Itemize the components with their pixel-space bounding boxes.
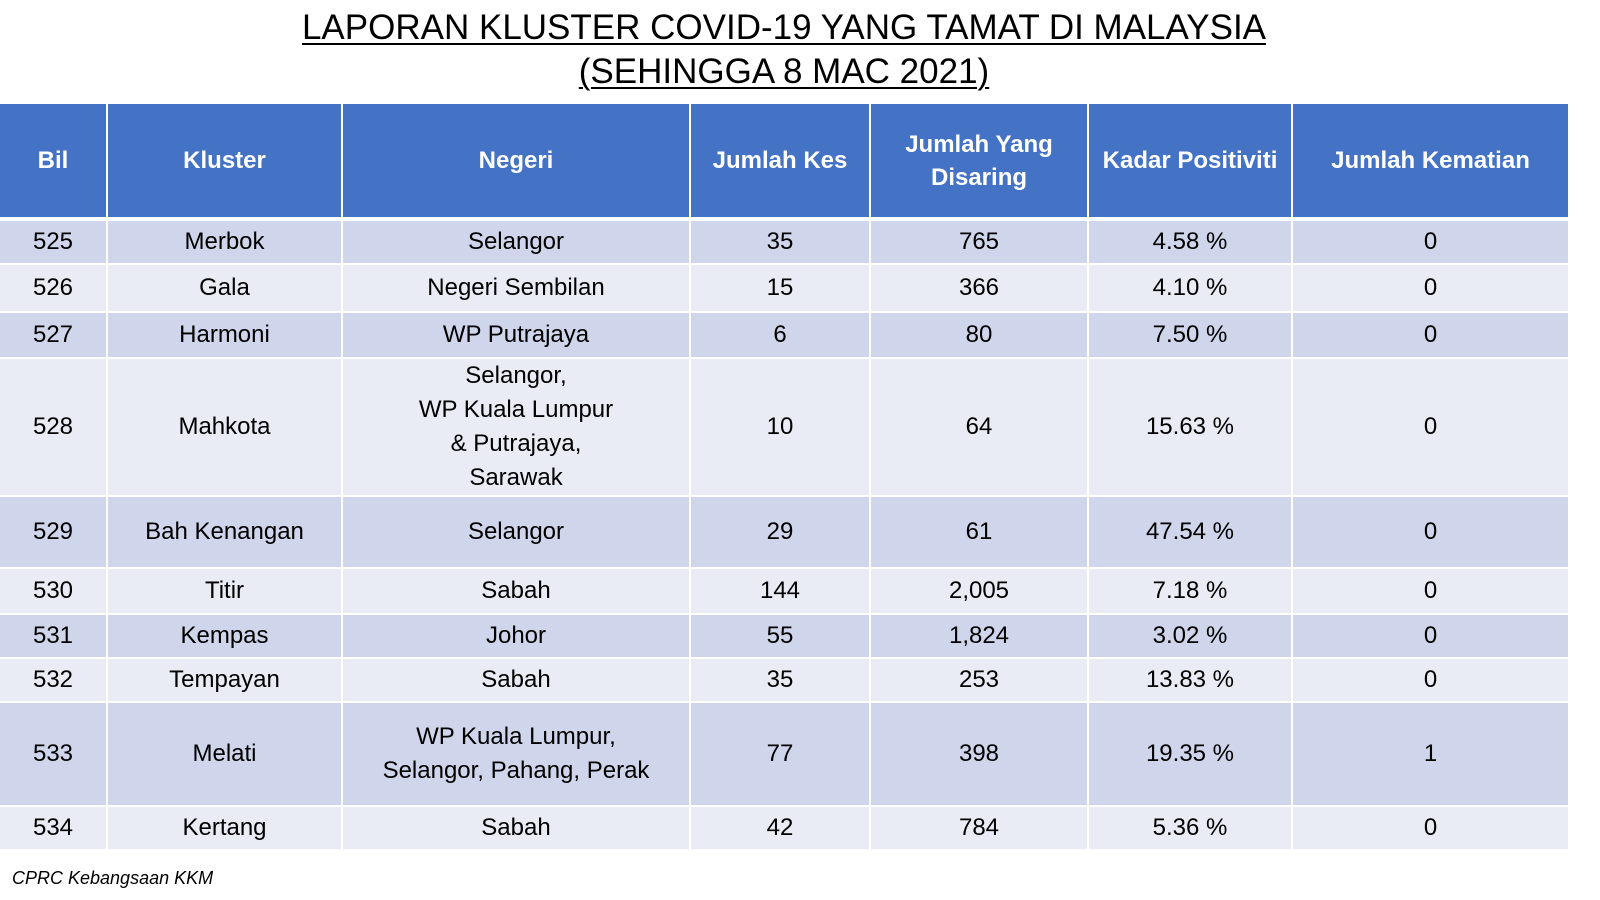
cell-jumlah-disaring: 784 <box>871 807 1089 851</box>
cell-negeri: Johor <box>343 615 691 659</box>
cell-jumlah-kematian: 0 <box>1293 807 1568 851</box>
cell-jumlah-disaring: 398 <box>871 703 1089 807</box>
cell-kadar-positiviti: 4.10 % <box>1089 265 1293 313</box>
cluster-report-table: Bil Kluster Negeri Jumlah Kes Jumlah Yan… <box>0 104 1568 851</box>
cell-kluster: Mahkota <box>108 359 343 497</box>
cell-kadar-positiviti: 7.18 % <box>1089 569 1293 615</box>
header-jumlah-kematian: Jumlah Kematian <box>1293 104 1568 221</box>
page-title: LAPORAN KLUSTER COVID-19 YANG TAMAT DI M… <box>301 8 1267 47</box>
cell-jumlah-kematian: 0 <box>1293 497 1568 569</box>
cell-negeri: WP Kuala Lumpur, Selangor, Pahang, Perak <box>343 703 691 807</box>
table-header-row: Bil Kluster Negeri Jumlah Kes Jumlah Yan… <box>0 104 1568 221</box>
cell-bil: 531 <box>0 615 108 659</box>
cell-kadar-positiviti: 13.83 % <box>1089 659 1293 703</box>
cell-jumlah-disaring: 80 <box>871 313 1089 359</box>
table-row: 532 Tempayan Sabah 35 253 13.83 % 0 <box>0 659 1568 703</box>
cell-kluster: Titir <box>108 569 343 615</box>
cell-jumlah-kematian: 0 <box>1293 265 1568 313</box>
header-kadar-positiviti: Kadar Positiviti <box>1089 104 1293 221</box>
cell-jumlah-kes: 29 <box>691 497 871 569</box>
cell-jumlah-kematian: 0 <box>1293 569 1568 615</box>
cell-jumlah-disaring: 765 <box>871 221 1089 265</box>
table-row: 534 Kertang Sabah 42 784 5.36 % 0 <box>0 807 1568 851</box>
header-kluster: Kluster <box>108 104 343 221</box>
cell-jumlah-kes: 6 <box>691 313 871 359</box>
cell-negeri: Sabah <box>343 569 691 615</box>
table-row: 525 Merbok Selangor 35 765 4.58 % 0 <box>0 221 1568 265</box>
cell-bil: 534 <box>0 807 108 851</box>
table-row: 527 Harmoni WP Putrajaya 6 80 7.50 % 0 <box>0 313 1568 359</box>
table-row: 531 Kempas Johor 55 1,824 3.02 % 0 <box>0 615 1568 659</box>
cell-negeri: Negeri Sembilan <box>343 265 691 313</box>
source-note: CPRC Kebangsaan KKM <box>12 868 214 888</box>
cell-jumlah-kes: 77 <box>691 703 871 807</box>
cell-kluster: Melati <box>108 703 343 807</box>
cell-jumlah-kematian: 0 <box>1293 615 1568 659</box>
cell-bil: 529 <box>0 497 108 569</box>
cell-bil: 525 <box>0 221 108 265</box>
cell-jumlah-kematian: 0 <box>1293 313 1568 359</box>
table-row: 526 Gala Negeri Sembilan 15 366 4.10 % 0 <box>0 265 1568 313</box>
cell-kadar-positiviti: 47.54 % <box>1089 497 1293 569</box>
cell-negeri: Selangor <box>343 497 691 569</box>
cell-bil: 530 <box>0 569 108 615</box>
header-jumlah-disaring: Jumlah Yang Disaring <box>871 104 1089 221</box>
cell-jumlah-kes: 10 <box>691 359 871 497</box>
cell-kluster: Harmoni <box>108 313 343 359</box>
cell-bil: 528 <box>0 359 108 497</box>
cell-kadar-positiviti: 4.58 % <box>1089 221 1293 265</box>
table-row: 529 Bah Kenangan Selangor 29 61 47.54 % … <box>0 497 1568 569</box>
cell-kluster: Merbok <box>108 221 343 265</box>
cell-negeri: Selangor <box>343 221 691 265</box>
cell-jumlah-kes: 35 <box>691 659 871 703</box>
cell-jumlah-kematian: 0 <box>1293 221 1568 265</box>
cell-jumlah-kes: 55 <box>691 615 871 659</box>
cell-negeri: Selangor, WP Kuala Lumpur & Putrajaya, S… <box>343 359 691 497</box>
cell-negeri: Sabah <box>343 807 691 851</box>
header-jumlah-kes: Jumlah Kes <box>691 104 871 221</box>
table-row: 533 Melati WP Kuala Lumpur, Selangor, Pa… <box>0 703 1568 807</box>
cell-kadar-positiviti: 15.63 % <box>1089 359 1293 497</box>
cell-kluster: Kempas <box>108 615 343 659</box>
cell-jumlah-kes: 144 <box>691 569 871 615</box>
cell-jumlah-disaring: 61 <box>871 497 1089 569</box>
title-block: LAPORAN KLUSTER COVID-19 YANG TAMAT DI M… <box>0 6 1568 94</box>
cell-negeri: WP Putrajaya <box>343 313 691 359</box>
cell-jumlah-kematian: 0 <box>1293 359 1568 497</box>
header-negeri: Negeri <box>343 104 691 221</box>
cell-kluster: Bah Kenangan <box>108 497 343 569</box>
cell-jumlah-disaring: 64 <box>871 359 1089 497</box>
cell-jumlah-disaring: 366 <box>871 265 1089 313</box>
cell-bil: 532 <box>0 659 108 703</box>
cell-kadar-positiviti: 7.50 % <box>1089 313 1293 359</box>
cell-jumlah-kematian: 1 <box>1293 703 1568 807</box>
cell-kluster: Gala <box>108 265 343 313</box>
cell-jumlah-disaring: 2,005 <box>871 569 1089 615</box>
cell-kluster: Tempayan <box>108 659 343 703</box>
page-subtitle: (SEHINGGA 8 MAC 2021) <box>578 52 990 91</box>
table-row: 528 Mahkota Selangor, WP Kuala Lumpur & … <box>0 359 1568 497</box>
table-row: 530 Titir Sabah 144 2,005 7.18 % 0 <box>0 569 1568 615</box>
cell-jumlah-kes: 35 <box>691 221 871 265</box>
cell-bil: 533 <box>0 703 108 807</box>
cell-kluster: Kertang <box>108 807 343 851</box>
cell-negeri: Sabah <box>343 659 691 703</box>
cell-kadar-positiviti: 5.36 % <box>1089 807 1293 851</box>
header-bil: Bil <box>0 104 108 221</box>
cell-jumlah-kematian: 0 <box>1293 659 1568 703</box>
cell-kadar-positiviti: 19.35 % <box>1089 703 1293 807</box>
cell-jumlah-kes: 15 <box>691 265 871 313</box>
cell-jumlah-disaring: 253 <box>871 659 1089 703</box>
cell-bil: 527 <box>0 313 108 359</box>
cell-jumlah-disaring: 1,824 <box>871 615 1089 659</box>
cell-jumlah-kes: 42 <box>691 807 871 851</box>
cell-bil: 526 <box>0 265 108 313</box>
cell-kadar-positiviti: 3.02 % <box>1089 615 1293 659</box>
